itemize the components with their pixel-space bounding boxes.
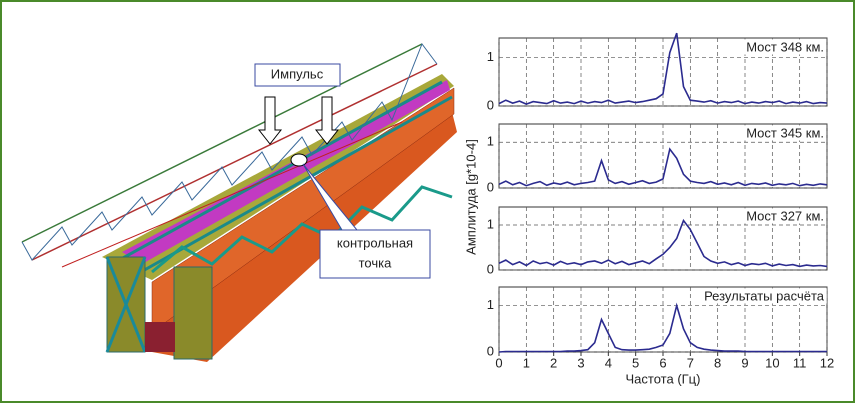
plot-title: Результаты расчёта [704, 288, 825, 303]
control-point-label: точка [359, 255, 392, 270]
plot-title-bg [744, 39, 826, 55]
x-tick-label: 1 [523, 355, 530, 370]
spectrum-line [498, 147, 828, 187]
x-tick-label: 12 [820, 355, 834, 370]
plot-title: Мост 327 км. [746, 208, 824, 223]
spectrum-line [498, 32, 828, 105]
spectrum-line [498, 218, 828, 268]
x-tick-label: 10 [765, 355, 779, 370]
y-tick-label: 0 [487, 261, 494, 276]
figure: Импульс контрольная точка Амплитуда [g*1… [21, 32, 834, 386]
x-tick-label: 11 [793, 355, 807, 370]
control-point [290, 153, 308, 167]
plot-title: Мост 348 км. [746, 39, 824, 54]
y-tick-label: 1 [487, 297, 494, 312]
arrow [314, 96, 340, 145]
plot-title-bg [702, 288, 827, 304]
bridge-model [21, 42, 457, 362]
control-point-label: контрольная [337, 235, 413, 250]
x-tick-label: 3 [577, 355, 584, 370]
x-tick-label: 2 [550, 355, 557, 370]
plot-title-bg [744, 208, 826, 224]
plot-title: Мост 345 км. [746, 125, 824, 140]
x-axis-label: Частота (Гц) [626, 371, 701, 386]
y-tick-label: 0 [487, 179, 494, 194]
x-tick-label: 0 [495, 355, 502, 370]
y-tick-label: 0 [487, 343, 494, 358]
x-tick-label: 9 [741, 355, 748, 370]
annotations: Импульс контрольная точка [254, 63, 431, 279]
arrow [257, 96, 283, 145]
plot-title-bg [744, 125, 826, 141]
x-tick-label: 5 [632, 355, 639, 370]
y-tick-label: 1 [487, 49, 494, 64]
y-axis-label: Амплитуда [g*10-4] [463, 139, 478, 255]
impulse-label: Импульс [271, 66, 324, 81]
y-tick-label: 1 [487, 134, 494, 149]
impulse-box [254, 63, 341, 87]
x-tick-label: 4 [605, 355, 612, 370]
x-tick-label: 8 [714, 355, 721, 370]
control-point-box [319, 229, 431, 279]
x-tick-label: 6 [659, 355, 666, 370]
spectrum-line [498, 302, 827, 353]
x-tick-label: 7 [687, 355, 694, 370]
y-tick-label: 0 [487, 97, 494, 112]
y-tick-label: 1 [487, 216, 494, 231]
